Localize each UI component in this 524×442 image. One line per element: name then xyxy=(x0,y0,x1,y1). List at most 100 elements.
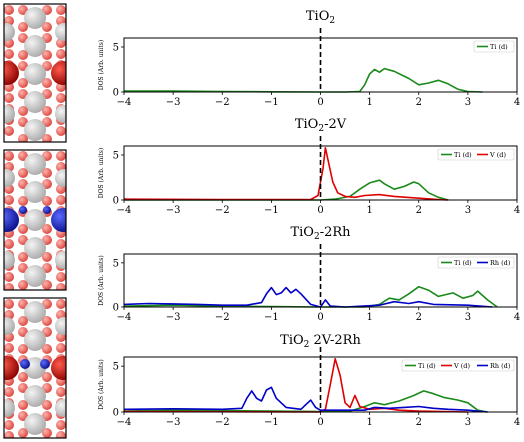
dos-panel-3: TiO2-2Rh DOS (Arb. units) −4 −3 −2 −1 0 1 2 3 4 0 5 T… xyxy=(98,225,520,323)
oxygen-atom xyxy=(42,196,52,206)
oxygen-atom xyxy=(42,344,52,354)
legend: Ti (d) xyxy=(473,40,515,53)
oxygen-atom xyxy=(18,196,28,206)
oxygen-atom xyxy=(42,168,52,178)
x-tick-label: −2 xyxy=(215,205,230,216)
oxygen-atom xyxy=(42,22,52,32)
oxygen-atom xyxy=(4,299,14,309)
legend-box xyxy=(437,256,515,269)
x-tick-label: −2 xyxy=(215,417,230,428)
legend-box xyxy=(473,40,515,53)
y-tick-label: 0 xyxy=(113,88,119,99)
oxygen-atom xyxy=(56,283,66,290)
y-tick-label: 0 xyxy=(113,196,119,207)
legend-box xyxy=(401,359,515,372)
oxygen-atom xyxy=(4,387,14,397)
series-lines xyxy=(123,147,449,201)
titanium-atom xyxy=(24,301,46,323)
oxygen-atom xyxy=(42,400,52,410)
oxygen-atom xyxy=(56,299,66,309)
x-tick-label: 2 xyxy=(416,417,422,428)
panel-title: TiO2 xyxy=(306,9,335,26)
titanium-atom xyxy=(24,265,46,287)
oxygen-atom xyxy=(56,272,66,282)
oxygen-atom xyxy=(4,283,14,290)
y-tick-label: 5 xyxy=(113,258,119,269)
titanium-atom xyxy=(4,169,15,187)
x-tick-label: −3 xyxy=(166,417,181,428)
titanium-atom xyxy=(4,317,15,335)
x-tick-label: 0 xyxy=(317,205,323,216)
x-tick-label: 1 xyxy=(366,205,372,216)
oxygen-atom xyxy=(4,5,14,15)
x-tick-label: 3 xyxy=(465,205,471,216)
dopant-atom xyxy=(19,206,27,214)
tio2-structure xyxy=(3,3,67,143)
x-tick-label: 2 xyxy=(416,312,422,323)
x-tick-label: −3 xyxy=(166,312,181,323)
oxygen-atom xyxy=(42,428,52,438)
titanium-atom xyxy=(24,63,46,85)
oxygen-atom xyxy=(42,316,52,326)
titanium-atom xyxy=(24,35,46,57)
dopant-atom xyxy=(4,208,19,232)
x-tick-label: −1 xyxy=(264,417,279,428)
oxygen-atom xyxy=(42,280,52,290)
panel-title: TiO2-2Rh xyxy=(290,225,351,242)
oxygen-atom xyxy=(56,420,66,430)
x-tick-label: 2 xyxy=(416,97,422,108)
oxygen-atom xyxy=(56,49,66,59)
oxygen-atom xyxy=(42,372,52,382)
dopant-atom xyxy=(20,359,30,369)
oxygen-atom xyxy=(4,343,14,353)
oxygen-atom xyxy=(4,431,14,438)
legend-label: Ti (d) xyxy=(418,362,436,370)
x-tick-label: −1 xyxy=(264,205,279,216)
y-tick-label: 5 xyxy=(113,43,119,54)
titanium-atom xyxy=(4,399,15,417)
y-axis-label: DOS (Arb. units) xyxy=(98,255,105,305)
oxygen-atom xyxy=(42,224,52,234)
legend: Ti (d) Rh (d) xyxy=(437,256,515,269)
titanium-atom xyxy=(24,119,46,141)
x-tick-label: −1 xyxy=(264,97,279,108)
x-tick-label: −3 xyxy=(166,205,181,216)
titanium-atom xyxy=(55,251,66,269)
titanium-atom xyxy=(4,23,15,41)
oxygen-atom xyxy=(18,252,28,262)
oxygen-atom xyxy=(18,400,28,410)
legend: Ti (d) V (d) Rh (d) xyxy=(401,359,515,372)
oxygen-atom xyxy=(18,50,28,60)
panel-title: TiO2-2V xyxy=(295,117,347,134)
titanium-atom xyxy=(55,23,66,41)
titanium-atom xyxy=(24,237,46,259)
oxygen-atom xyxy=(18,344,28,354)
oxygen-atom xyxy=(18,316,28,326)
x-tick-label: 4 xyxy=(514,417,520,428)
structure-frame xyxy=(3,149,67,291)
y-tick-label: 0 xyxy=(113,408,119,419)
oxygen-atom xyxy=(56,93,66,103)
y-axis-label: DOS (Arb. units) xyxy=(98,40,105,90)
x-tick-label: −4 xyxy=(117,205,132,216)
tio2-2v-2rh-structure xyxy=(3,297,67,439)
dos-panel-1: TiO2 DOS (Arb. units) −4 −3 −2 −1 0 1 2 3 4 0 5 Ti (d… xyxy=(98,9,520,108)
oxygen-atom xyxy=(4,126,14,136)
oxygen-atom xyxy=(56,195,66,205)
x-tick-label: −1 xyxy=(264,312,279,323)
structure-frame xyxy=(3,297,67,439)
series-line-vd xyxy=(123,358,468,413)
x-tick-label: 3 xyxy=(465,312,471,323)
series-line-tid xyxy=(124,179,449,201)
oxygen-atom xyxy=(56,387,66,397)
x-tick-label: 4 xyxy=(514,97,520,108)
series-lines xyxy=(124,67,483,93)
titanium-atom xyxy=(24,385,46,407)
oxygen-atom xyxy=(4,93,14,103)
titanium-atom xyxy=(24,153,46,175)
dopant-atom xyxy=(4,61,19,85)
oxygen-atom xyxy=(4,239,14,249)
oxygen-atom xyxy=(4,151,14,161)
dopant-atom xyxy=(51,208,66,232)
dos-panel-2: TiO2-2V DOS (Arb. units) −4 −3 −2 −1 0 1 2 3 4 0 5 Ti… xyxy=(98,117,520,216)
